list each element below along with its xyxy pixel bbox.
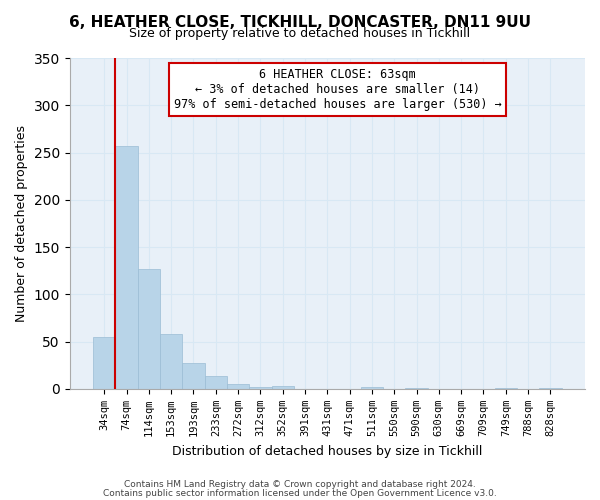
Bar [93, 337, 115, 389]
Bar [160, 334, 182, 389]
Bar [272, 386, 294, 389]
Bar [137, 269, 160, 389]
Bar [249, 387, 272, 389]
Text: 6, HEATHER CLOSE, TICKHILL, DONCASTER, DN11 9UU: 6, HEATHER CLOSE, TICKHILL, DONCASTER, D… [69, 15, 531, 30]
Text: Contains public sector information licensed under the Open Government Licence v3: Contains public sector information licen… [103, 488, 497, 498]
Text: Size of property relative to detached houses in Tickhill: Size of property relative to detached ho… [130, 28, 470, 40]
Bar [182, 364, 205, 389]
Bar [406, 388, 428, 389]
Bar [205, 376, 227, 389]
Bar [539, 388, 562, 389]
Bar [115, 146, 137, 389]
Bar [227, 384, 249, 389]
Text: Contains HM Land Registry data © Crown copyright and database right 2024.: Contains HM Land Registry data © Crown c… [124, 480, 476, 489]
Bar [361, 387, 383, 389]
Bar [494, 388, 517, 389]
X-axis label: Distribution of detached houses by size in Tickhill: Distribution of detached houses by size … [172, 444, 482, 458]
Text: 6 HEATHER CLOSE: 63sqm
← 3% of detached houses are smaller (14)
97% of semi-deta: 6 HEATHER CLOSE: 63sqm ← 3% of detached … [174, 68, 502, 111]
Y-axis label: Number of detached properties: Number of detached properties [15, 125, 28, 322]
